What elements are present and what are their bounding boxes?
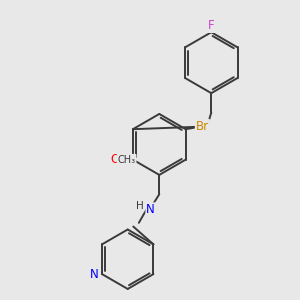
Text: CH₃: CH₃ [118,155,136,165]
Text: Br: Br [196,120,209,133]
Text: N: N [146,203,155,216]
Text: F: F [208,19,214,32]
Text: H: H [136,201,143,211]
Text: N: N [89,268,98,281]
Text: O: O [111,153,120,166]
Text: O: O [199,120,208,133]
